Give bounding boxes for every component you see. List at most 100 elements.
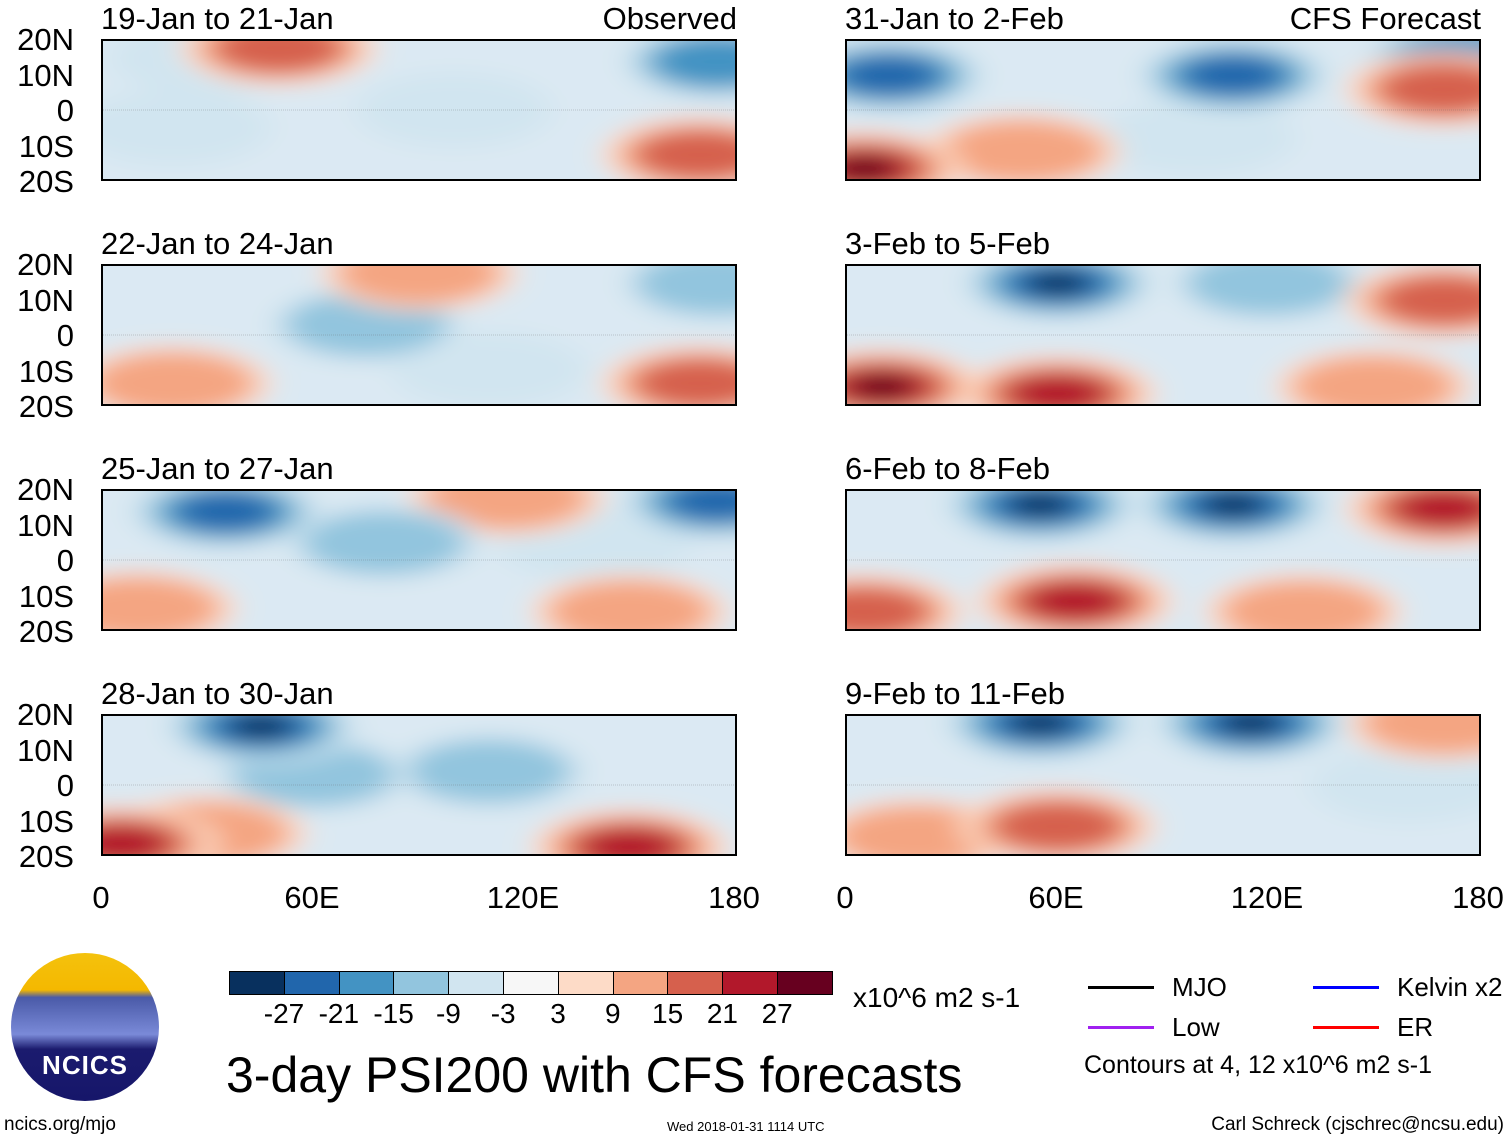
colorbar-swatch <box>503 971 559 995</box>
panel-title: 9-Feb to 11-Feb <box>845 676 1065 711</box>
anomaly-field <box>103 716 735 854</box>
map-panel <box>845 714 1481 856</box>
observed-label: Observed <box>602 1 737 36</box>
colorbar-swatch <box>557 971 614 995</box>
anomaly-contour-fill <box>1185 56 1282 95</box>
map-panel <box>845 264 1481 406</box>
anomaly-contour-fill <box>1219 716 1283 736</box>
contour-note: Contours at 4, 12 x10^6 m2 s-1 <box>1084 1051 1433 1079</box>
anomaly-contour-fill <box>940 119 1105 179</box>
lat-tick-label: 10S <box>18 803 74 839</box>
lat-tick-label: 0 <box>56 318 74 353</box>
colorbar-label: 9 <box>605 998 621 1029</box>
anomaly-contour-fill <box>581 828 678 854</box>
anomaly-contour-fill <box>992 801 1123 852</box>
anomaly-field <box>847 491 1479 629</box>
lon-tick-label: 120E <box>1230 880 1304 915</box>
anomaly-contour-fill <box>1009 375 1106 404</box>
anomaly-contour-fill <box>177 493 275 531</box>
anomaly-field <box>847 41 1479 179</box>
anomaly-field <box>103 41 735 179</box>
panel-title: 19-Jan to 21-Jan <box>101 1 334 36</box>
anomaly-contour-fill <box>1201 492 1265 517</box>
panel-title: 28-Jan to 30-Jan <box>101 676 334 711</box>
anomaly-contour-fill <box>669 491 735 520</box>
lat-tick-label: 20N <box>17 22 74 57</box>
anomaly-contour-fill <box>1008 492 1072 517</box>
anomaly-contour-fill <box>1027 582 1124 620</box>
logo-text: NCICS <box>42 1050 128 1080</box>
anomaly-field <box>103 491 735 629</box>
legend-line <box>1313 986 1379 989</box>
anomaly-contour-fill <box>407 739 571 803</box>
anomaly-contour-fill <box>103 825 169 854</box>
map-panel <box>101 264 737 406</box>
colorbar-swatch <box>722 971 779 995</box>
anomaly-contour-fill <box>847 586 930 629</box>
anomaly-contour-fill <box>652 41 735 87</box>
colorbar-label: 21 <box>706 998 738 1029</box>
anomaly-contour-fill <box>850 374 914 399</box>
lon-tick-label: 60E <box>1028 880 1084 915</box>
anomaly-contour-fill <box>1395 491 1479 527</box>
anomaly-contour-fill <box>103 576 220 629</box>
legend-line <box>1313 1026 1379 1029</box>
footer-url: ncics.org/mjo <box>4 1114 116 1135</box>
anomaly-contour-fill <box>1292 355 1456 404</box>
lon-tick-label: 0 <box>836 880 854 915</box>
panel-title: 3-Feb to 5-Feb <box>845 226 1051 261</box>
timestamp: Wed 2018-01-31 1114 UTC <box>667 1119 825 1134</box>
lat-tick-label: 10N <box>17 507 74 543</box>
map-panel <box>101 714 737 856</box>
lat-tick-label: 20S <box>18 164 74 199</box>
lat-tick-label: 0 <box>56 93 74 128</box>
colorbar-label: -9 <box>435 998 461 1029</box>
colorbar-label: -21 <box>318 998 360 1029</box>
anomaly-field <box>103 266 735 404</box>
legend-label: ER <box>1397 1012 1434 1042</box>
map-panel <box>845 39 1481 181</box>
lon-tick-label: 120E <box>486 880 560 915</box>
anomaly-contour-fill <box>1008 716 1072 736</box>
author-credit: Carl Schreck (cjschrec@ncsu.edu) <box>1211 1114 1504 1135</box>
panel-title: 22-Jan to 24-Jan <box>101 226 334 261</box>
anomaly-contour-fill <box>1026 271 1090 296</box>
legend-label: Kelvin x2 <box>1397 972 1503 1002</box>
map-panel <box>101 39 737 181</box>
lat-tick-label: 10N <box>17 282 74 318</box>
lat-tick-label: 10S <box>18 578 74 614</box>
anomaly-contour-fill <box>213 41 344 73</box>
colorbar-swatch <box>612 971 669 995</box>
lat-tick-label: 20N <box>17 247 74 282</box>
anomaly-contour-fill <box>1362 716 1479 755</box>
lat-tick-label: 20N <box>17 697 74 732</box>
forecast-label: CFS Forecast <box>1289 1 1481 36</box>
anomaly-field <box>847 266 1479 404</box>
colorbar-label: 3 <box>550 998 566 1029</box>
ncics-logo <box>11 953 159 1101</box>
colorbar-label: -15 <box>373 998 414 1029</box>
lat-tick-label: 0 <box>56 543 74 578</box>
legend-label: MJO <box>1172 972 1227 1002</box>
anomaly-contour-fill <box>425 491 589 530</box>
lat-tick-label: 10S <box>18 353 74 389</box>
anomaly-contour-fill <box>635 358 735 404</box>
anomaly-contour-fill <box>302 511 466 575</box>
colorbar-swatch <box>229 971 285 995</box>
map-panel <box>845 489 1481 631</box>
colorbar-units: x10^6 m2 s-1 <box>853 982 1021 1013</box>
colorbar-label: 15 <box>652 998 684 1029</box>
anomaly-contour-fill <box>1221 580 1386 629</box>
figure-title: 3-day PSI200 with CFS forecasts <box>226 1047 963 1103</box>
legend-label: Low <box>1172 1012 1220 1042</box>
lon-tick-label: 0 <box>92 880 110 915</box>
lat-tick-label: 20N <box>17 472 74 507</box>
colorbar-label: -3 <box>490 998 516 1029</box>
colorbar-swatch <box>448 971 505 995</box>
anomaly-contour-fill <box>1310 747 1479 823</box>
anomaly-contour-fill <box>103 351 255 404</box>
panel-title: 31-Jan to 2-Feb <box>845 1 1064 36</box>
colorbar-label: 27 <box>761 998 793 1029</box>
map-panel <box>101 489 737 631</box>
